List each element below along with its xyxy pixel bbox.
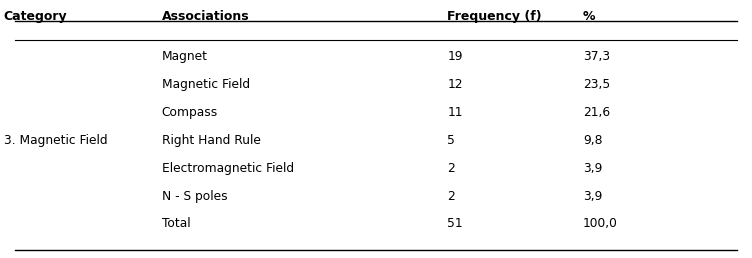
Text: Magnetic Field: Magnetic Field	[162, 78, 250, 91]
Text: %: %	[583, 10, 596, 23]
Text: 21,6: 21,6	[583, 106, 610, 119]
Text: 19: 19	[447, 50, 463, 63]
Text: Compass: Compass	[162, 106, 218, 119]
Text: Category: Category	[4, 10, 68, 23]
Text: Associations: Associations	[162, 10, 250, 23]
Text: Frequency (f): Frequency (f)	[447, 10, 542, 23]
Text: Magnet: Magnet	[162, 50, 208, 63]
Text: 51: 51	[447, 217, 463, 230]
Text: 37,3: 37,3	[583, 50, 610, 63]
Text: 23,5: 23,5	[583, 78, 610, 91]
Text: 11: 11	[447, 106, 463, 119]
Text: 12: 12	[447, 78, 463, 91]
Text: 5: 5	[447, 134, 455, 147]
Text: Electromagnetic Field: Electromagnetic Field	[162, 162, 294, 175]
Text: Right Hand Rule: Right Hand Rule	[162, 134, 260, 147]
Text: 2: 2	[447, 162, 455, 175]
Text: 3,9: 3,9	[583, 190, 602, 203]
Text: 3,9: 3,9	[583, 162, 602, 175]
Text: Total: Total	[162, 217, 190, 230]
Text: N - S poles: N - S poles	[162, 190, 227, 203]
Text: 100,0: 100,0	[583, 217, 617, 230]
Text: 9,8: 9,8	[583, 134, 602, 147]
Text: 3. Magnetic Field: 3. Magnetic Field	[4, 134, 108, 147]
Text: 2: 2	[447, 190, 455, 203]
